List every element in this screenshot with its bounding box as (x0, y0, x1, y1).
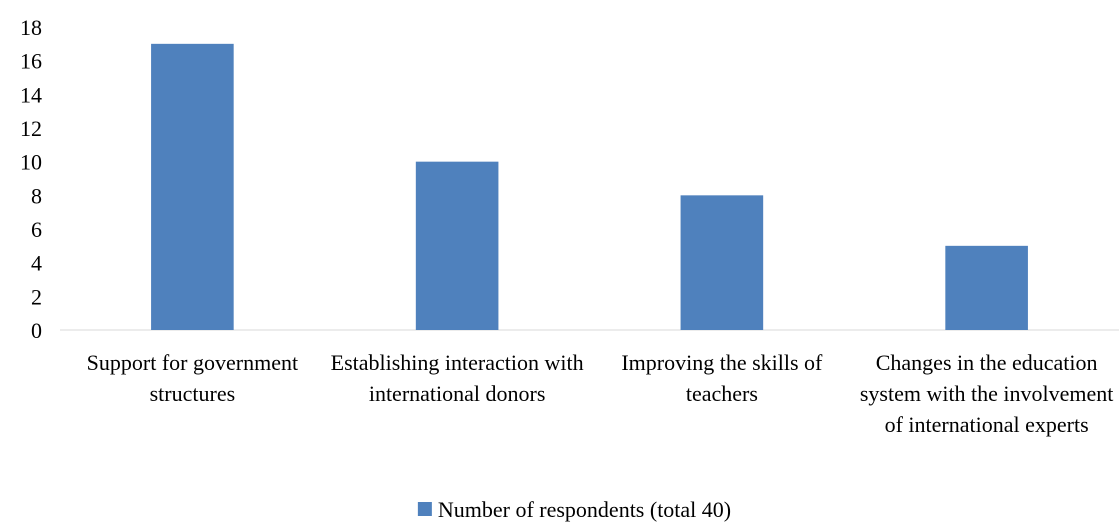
y-tick-label: 18 (20, 15, 42, 40)
x-tick-label: Changes in the education system with the … (860, 350, 1114, 437)
y-tick-label: 2 (31, 284, 42, 309)
x-tick-label: Establishing interaction with internation… (331, 350, 584, 406)
y-tick-label: 12 (20, 116, 42, 141)
y-tick-label: 0 (31, 318, 42, 343)
bar (680, 195, 764, 330)
x-tick-label: Support for government structures (87, 350, 298, 406)
legend-label: Number of respondents (total 40) (438, 497, 731, 522)
y-tick-label: 14 (20, 82, 42, 107)
y-tick-label: 4 (31, 251, 42, 276)
bar (945, 245, 1028, 330)
bar (415, 161, 499, 330)
legend-swatch (417, 502, 432, 516)
x-tick-label: Improving the skills of teachers (621, 350, 823, 406)
y-tick-label: 8 (31, 183, 42, 208)
y-tick-label: 10 (20, 150, 42, 175)
bar (151, 43, 234, 330)
y-tick-label: 16 (20, 49, 42, 74)
y-tick-label: 6 (31, 217, 42, 242)
